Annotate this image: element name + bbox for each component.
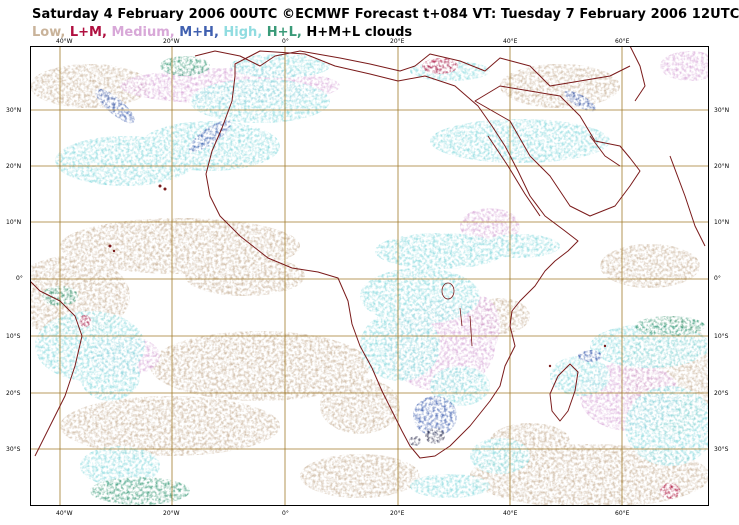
top-tick-0: 0° [282,38,289,45]
left-tick-20s: 20°S [6,390,21,397]
bottom-tick-20e: 20°E [390,510,405,517]
top-tick-20e: 20°E [390,38,405,45]
right-tick-20n: 20°N [714,163,730,170]
left-tick-20n: 20°N [6,163,22,170]
right-tick-30n: 30°N [714,107,730,114]
graticule [30,46,709,506]
islands [108,184,607,368]
india-coastline [669,155,706,247]
red-sea-coast [487,135,541,217]
right-tick-20s: 20°S [714,390,729,397]
bottom-tick-0: 0° [282,510,289,517]
legend-medium: Medium, [106,25,175,40]
right-tick-30s: 30°S [714,446,729,453]
left-tick-10s: 10°S [6,333,21,340]
arabia-coastline [474,85,641,217]
high-low-cloud-areas [42,56,705,505]
right-tick-10n: 10°N [714,219,730,226]
bottom-tick-40w: 40°W [56,510,73,517]
left-tick-10n: 10°N [6,219,22,226]
medium-high-cloud-areas [95,88,602,436]
top-tick-40e: 40°E [503,38,518,45]
madagascar-coastline [549,363,579,422]
caspian-coast [629,46,646,102]
high-cloud-areas [35,54,709,498]
top-tick-20w: 20°W [163,38,180,45]
south-america-coastline [30,280,83,457]
lakes [441,282,473,347]
africa-coastline [205,50,579,459]
legend-high: High, [218,25,263,40]
right-tick-10s: 10°S [714,333,729,340]
cloud-cover-map [30,46,709,506]
map-frame [30,46,709,506]
persian-gulf-coast [589,135,621,167]
legend-m-h: M+H, [174,25,219,40]
top-tick-60e: 60°E [615,38,630,45]
page-title: Saturday 4 February 2006 00UTC ©ECMWF Fo… [32,7,739,22]
legend-l-m: L+M, [65,25,107,40]
legend-h-l: H+L, [262,25,302,40]
top-tick-40w: 40°W [56,38,73,45]
bottom-tick-40e: 40°E [503,510,518,517]
low-medium-cloud-areas [79,58,680,499]
bottom-tick-60e: 60°E [615,510,630,517]
all-level-cloud-areas [409,428,445,446]
cloud-legend: Low, L+M, Medium, M+H, High, H+L, H+M+L … [32,25,412,40]
coastlines [30,46,706,459]
bottom-tick-20w: 20°W [163,510,180,517]
legend-h-m-l: H+M+L clouds [301,25,413,40]
right-tick-0: 0° [714,275,721,282]
europe-coastline [194,50,631,87]
left-tick-0: 0° [16,275,23,282]
legend-low: Low, [32,25,66,40]
left-tick-30n: 30°N [6,107,22,114]
left-tick-30s: 30°S [6,446,21,453]
